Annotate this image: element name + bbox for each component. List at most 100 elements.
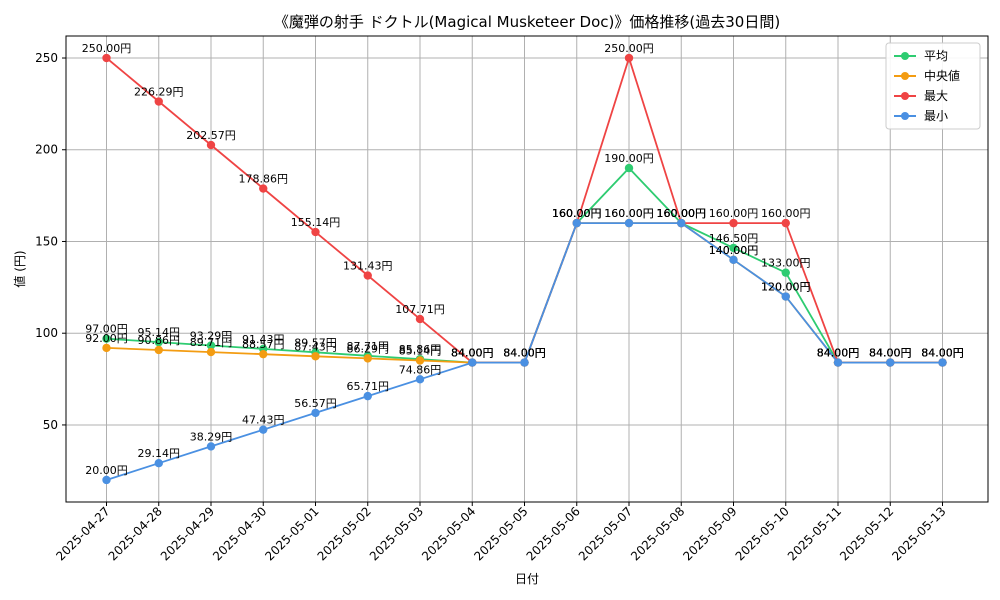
data-label: 84.00円 <box>503 347 546 360</box>
data-point <box>102 334 111 343</box>
data-point <box>102 475 111 485</box>
y-axis: 50 100 150 200 250 <box>35 51 66 432</box>
data-label: 85.86円 <box>399 343 442 356</box>
plot-frame <box>65 35 989 503</box>
data-point <box>311 408 320 418</box>
data-label: 84.00円 <box>921 347 964 360</box>
legend-swatch-marker <box>901 52 909 60</box>
data-label: 89.71円 <box>190 336 233 349</box>
legend-swatch-marker <box>901 72 909 80</box>
legend-label: 最小 <box>924 109 948 123</box>
data-label: 84.00円 <box>817 347 860 360</box>
data-label: 84.00円 <box>869 347 912 360</box>
data-point <box>154 345 163 355</box>
data-label: 226.29円 <box>134 86 184 99</box>
data-point <box>259 425 268 434</box>
legend-label: 平均 <box>924 49 948 63</box>
data-point <box>415 356 425 365</box>
legend-box <box>885 42 981 130</box>
data-label: 160.00円 <box>657 207 707 220</box>
data-label: 92.00円 <box>85 332 128 345</box>
data-point <box>206 347 216 357</box>
data-point <box>624 218 634 228</box>
series-group <box>102 53 947 485</box>
data-label: 84.00円 <box>921 347 964 360</box>
data-point <box>729 255 738 265</box>
data-point <box>729 218 738 228</box>
legend-label: 中央値 <box>924 68 960 83</box>
x-tick-label: 2025-05-06 <box>524 504 583 563</box>
series-4 <box>102 218 947 485</box>
legend-entry: 最大 <box>894 89 948 103</box>
data-label: 84.00円 <box>451 347 494 360</box>
data-point <box>154 459 163 468</box>
data-label: 107.71円 <box>395 303 445 316</box>
data-label: 84.00円 <box>921 347 964 360</box>
data-point <box>415 314 425 324</box>
data-label: 160.00円 <box>761 207 811 220</box>
data-label: 84.00円 <box>503 347 546 360</box>
data-label: 86.29円 <box>347 342 390 355</box>
x-tick-label: 2025-05-02 <box>315 504 374 563</box>
x-tick-label: 2025-05-13 <box>889 504 948 563</box>
legend-label: 最大 <box>924 89 948 103</box>
data-label: 47.43円 <box>242 414 285 427</box>
data-point <box>781 292 790 301</box>
data-point <box>311 227 320 237</box>
data-label: 84.00円 <box>921 347 964 360</box>
legend-entry: 中央値 <box>894 68 960 83</box>
x-tick-label: 2025-05-05 <box>471 504 530 563</box>
y-tick-label: 50 <box>43 418 58 432</box>
data-label: 84.00円 <box>817 347 860 360</box>
data-labels: 97.00円 95.14円 93.29円 91.43円 89.57円 87.71円 85.8… <box>82 42 964 477</box>
x-tick-label: 2025-05-08 <box>628 504 687 563</box>
data-point <box>886 358 895 367</box>
data-point <box>206 442 216 451</box>
data-point <box>729 243 738 253</box>
x-tick-label: 2025-05-09 <box>680 504 739 563</box>
x-tick-label: 2025-05-03 <box>367 504 426 563</box>
x-tick-label: 2025-04-30 <box>210 504 269 563</box>
data-label: 91.43円 <box>242 333 285 346</box>
data-point <box>206 140 216 150</box>
data-point <box>781 268 790 277</box>
data-label: 95.14円 <box>138 326 181 339</box>
data-label: 84.00円 <box>869 347 912 360</box>
data-point <box>311 352 320 361</box>
data-label: 93.29円 <box>190 330 233 343</box>
data-label: 84.00円 <box>451 347 494 360</box>
data-label: 84.00円 <box>451 347 494 360</box>
data-label: 89.57円 <box>294 336 337 349</box>
data-label: 160.00円 <box>552 207 602 220</box>
data-point <box>938 358 947 367</box>
data-label: 88.57円 <box>242 338 285 351</box>
data-point <box>206 341 216 350</box>
data-label: 160.00円 <box>552 207 602 220</box>
data-label: 84.00円 <box>503 347 546 360</box>
x-tick-label: 2025-05-07 <box>576 504 635 563</box>
data-point <box>520 358 529 367</box>
data-label: 29.14円 <box>138 447 181 460</box>
data-label: 160.00円 <box>604 207 654 220</box>
data-label: 87.71円 <box>347 340 390 353</box>
x-axis-label: 日付 <box>515 572 539 586</box>
data-label: 155.14円 <box>291 216 341 229</box>
data-point <box>468 358 477 367</box>
data-label: 140.00円 <box>709 244 759 257</box>
data-label: 250.00円 <box>604 42 654 55</box>
data-point <box>572 218 581 228</box>
data-label: 202.57円 <box>186 129 236 142</box>
x-tick-label: 2025-04-27 <box>53 504 112 563</box>
data-label: 74.86円 <box>399 363 442 376</box>
data-point <box>259 349 268 359</box>
data-label: 190.00円 <box>604 152 654 165</box>
data-point <box>363 271 372 280</box>
data-label: 84.00円 <box>451 347 494 360</box>
data-label: 160.00円 <box>552 207 602 220</box>
data-label: 160.00円 <box>657 207 707 220</box>
data-label: 84.00円 <box>869 347 912 360</box>
data-label: 90.86円 <box>138 334 181 347</box>
data-label: 20.00円 <box>85 464 128 477</box>
x-tick-label: 2025-05-10 <box>733 504 792 563</box>
